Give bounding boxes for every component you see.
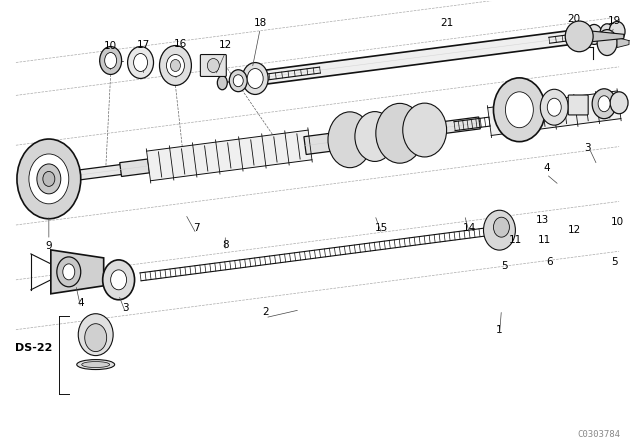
Ellipse shape xyxy=(77,360,115,370)
Ellipse shape xyxy=(63,264,75,280)
Ellipse shape xyxy=(403,103,447,157)
Ellipse shape xyxy=(29,154,68,204)
Ellipse shape xyxy=(57,257,81,287)
Polygon shape xyxy=(304,132,341,155)
Polygon shape xyxy=(76,164,126,180)
Text: 18: 18 xyxy=(253,17,267,28)
Ellipse shape xyxy=(17,139,81,219)
Ellipse shape xyxy=(218,76,227,90)
Ellipse shape xyxy=(355,112,395,161)
Text: DS-22: DS-22 xyxy=(15,343,52,353)
Text: 12: 12 xyxy=(568,225,581,235)
Polygon shape xyxy=(617,38,629,47)
Ellipse shape xyxy=(609,22,625,41)
Text: 6: 6 xyxy=(546,257,552,267)
Text: 10: 10 xyxy=(611,217,623,227)
Ellipse shape xyxy=(600,24,614,42)
Text: 19: 19 xyxy=(607,16,621,26)
Polygon shape xyxy=(429,117,480,135)
FancyBboxPatch shape xyxy=(568,95,588,115)
Ellipse shape xyxy=(78,314,113,356)
Ellipse shape xyxy=(134,53,148,72)
Text: 7: 7 xyxy=(193,223,200,233)
Ellipse shape xyxy=(592,89,616,119)
Text: 14: 14 xyxy=(463,223,476,233)
FancyBboxPatch shape xyxy=(200,55,227,77)
Ellipse shape xyxy=(540,89,568,125)
Polygon shape xyxy=(120,159,149,177)
Polygon shape xyxy=(589,31,624,42)
Text: 4: 4 xyxy=(77,298,84,308)
Ellipse shape xyxy=(105,52,116,69)
Text: 8: 8 xyxy=(222,240,228,250)
Text: 10: 10 xyxy=(104,41,117,51)
Ellipse shape xyxy=(247,69,263,88)
Ellipse shape xyxy=(84,324,107,352)
Text: 1: 1 xyxy=(496,325,503,335)
Ellipse shape xyxy=(243,63,268,95)
Polygon shape xyxy=(254,30,580,86)
Text: 2: 2 xyxy=(262,307,269,317)
Ellipse shape xyxy=(102,260,134,300)
Ellipse shape xyxy=(37,164,61,194)
Text: 21: 21 xyxy=(440,17,453,28)
Ellipse shape xyxy=(565,21,593,52)
Ellipse shape xyxy=(127,47,154,78)
Text: 3: 3 xyxy=(122,303,129,313)
Ellipse shape xyxy=(207,59,220,73)
Ellipse shape xyxy=(483,210,515,250)
Ellipse shape xyxy=(159,46,191,86)
Text: 11: 11 xyxy=(509,235,522,245)
Ellipse shape xyxy=(229,70,247,92)
Text: 5: 5 xyxy=(611,257,618,267)
Ellipse shape xyxy=(166,55,184,77)
Polygon shape xyxy=(147,130,312,181)
Ellipse shape xyxy=(82,362,109,367)
Polygon shape xyxy=(488,91,621,135)
Ellipse shape xyxy=(547,98,561,116)
Text: 20: 20 xyxy=(568,13,580,24)
Text: 11: 11 xyxy=(538,235,551,245)
Text: 5: 5 xyxy=(501,261,508,271)
Text: 9: 9 xyxy=(45,241,52,251)
Text: 4: 4 xyxy=(543,163,550,173)
Text: 12: 12 xyxy=(219,39,232,50)
Ellipse shape xyxy=(586,25,602,44)
Ellipse shape xyxy=(493,78,545,142)
Ellipse shape xyxy=(493,217,509,237)
Ellipse shape xyxy=(376,103,424,163)
Text: C0303784: C0303784 xyxy=(578,430,621,439)
Text: 3: 3 xyxy=(584,143,591,153)
Text: 16: 16 xyxy=(174,39,187,48)
Polygon shape xyxy=(51,250,104,294)
Text: 13: 13 xyxy=(536,215,549,225)
Ellipse shape xyxy=(610,92,628,114)
Ellipse shape xyxy=(233,75,243,86)
Ellipse shape xyxy=(597,30,617,56)
Ellipse shape xyxy=(100,47,122,74)
Text: 15: 15 xyxy=(375,223,388,233)
Ellipse shape xyxy=(111,270,127,290)
Ellipse shape xyxy=(328,112,372,168)
Ellipse shape xyxy=(170,60,180,72)
Ellipse shape xyxy=(43,172,55,186)
Text: 17: 17 xyxy=(137,39,150,50)
Ellipse shape xyxy=(598,96,610,112)
Ellipse shape xyxy=(506,92,533,128)
